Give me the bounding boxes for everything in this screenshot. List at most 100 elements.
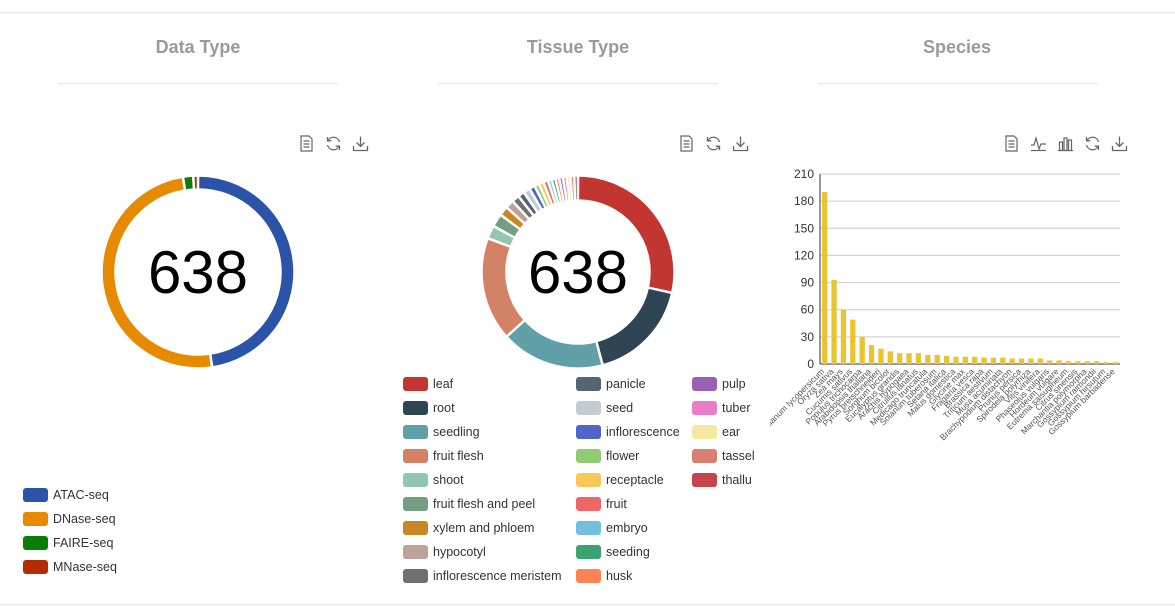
tissue-type-legend-item-shoot[interactable]: shoot [403,472,464,488]
tissue-type-legend-item-flower[interactable]: flower [576,448,639,464]
bar-brassica-rapa[interactable] [981,357,987,364]
tissue-type-legend-item-fruit-flesh[interactable]: fruit flesh [403,448,484,464]
bar-sorghum-bicolor[interactable] [887,351,893,364]
bar-cucumis-sativus[interactable] [850,319,856,364]
bar-prunus-persica[interactable] [1018,358,1025,364]
tissue-type-slice-tuber[interactable] [562,175,570,202]
data-view-icon[interactable] [677,134,696,153]
tissue-type-legend-item-root[interactable]: root [403,400,455,416]
tissue-type-slice-hypocotyl[interactable] [506,200,530,225]
data-type-slice-atac-seq[interactable] [197,175,295,368]
legend-label: inflorescence [606,425,680,439]
tissue-type-slice-receptacle[interactable] [538,181,553,207]
download-icon[interactable] [1110,134,1129,153]
tissue-type-legend-item-pulp[interactable]: pulp [692,376,746,392]
bar-marchantia-polymorpha[interactable] [1084,361,1090,364]
legend-label: fruit [606,497,627,511]
tissue-type-legend-item-seed[interactable]: seed [576,400,633,416]
tissue-type-legend-item-seedling[interactable]: seedling [403,424,480,440]
tissue-type-legend-item-panicle[interactable]: panicle [576,376,646,392]
tissue-type-slice-xylem-and-phloem[interactable] [500,206,526,230]
tissue-type-slice-embryo[interactable] [547,178,559,205]
tissue-type-slice-tassel[interactable] [570,175,576,201]
data-type-slice-dnase-seq[interactable] [101,176,213,369]
data-type-legend-item-atac-seq[interactable]: ATAC-seq [23,487,109,503]
bar-fragaria-vesca[interactable] [972,356,978,364]
data-type-slice-faire-seq[interactable] [182,175,195,191]
tissue-type-slice-shoot[interactable] [487,225,516,248]
bar-zea-mays[interactable] [840,309,847,364]
tissue-type-legend-item-fruit[interactable]: fruit [576,496,627,512]
bar-eucalyptus-grandis[interactable] [897,353,903,364]
tissue-type-slice-husk[interactable] [554,177,565,203]
tissue-type-legend-item-inflorescence-meristem[interactable]: inflorescence meristem [403,568,562,584]
tissue-type-slice-fruit[interactable] [543,180,557,206]
bar-solanum-tuberosum[interactable] [934,354,940,364]
download-icon[interactable] [731,134,750,153]
data-type-legend-item-dnase-seq[interactable]: DNase-seq [23,511,116,527]
tissue-type-slice-thallu[interactable] [573,175,579,201]
bar-hordeum-vulgare[interactable] [1056,360,1062,364]
tissue-type-legend-item-inflorescence[interactable]: inflorescence [576,424,680,440]
bar-arachis-hypogaea[interactable] [906,353,912,364]
tissue-type-legend-item-receptacle[interactable]: receptacle [576,472,664,488]
bar-gossypium-hirsutum[interactable] [1103,362,1109,364]
tissue-type-slice-pulp[interactable] [558,176,568,203]
tissue-type-legend-item-hypocotyl[interactable]: hypocotyl [403,544,486,560]
bar-citrus-sinensis[interactable] [1075,361,1081,364]
legend-label: FAIRE-seq [53,536,114,550]
bar-malus-domestica[interactable] [953,356,959,364]
line-chart-icon[interactable] [1029,134,1048,153]
bar-eutrema-salsugineum[interactable] [1065,361,1072,364]
tissue-type-slice-fruit-flesh-and-peel[interactable] [492,214,521,239]
tissue-type-slice-fruit-flesh[interactable] [481,237,526,338]
tissue-type-slice-ear[interactable] [566,175,573,202]
tissue-type-legend-item-thallu[interactable]: thallu [692,472,752,488]
bar-triticum-aestivum[interactable] [990,357,997,364]
tissue-type-legend-item-fruit-flesh-and-peel[interactable]: fruit flesh and peel [403,496,535,512]
restore-icon[interactable] [1083,134,1102,153]
bar-setaria-italica[interactable] [943,355,950,364]
tissue-type-slice-seed[interactable] [523,188,543,214]
bar-solanum-lycopersicum[interactable] [822,192,828,364]
bar-vitis-vinifera[interactable] [1037,358,1043,364]
tissue-type-legend-item-leaf[interactable]: leaf [403,376,453,392]
data-type-legend-item-mnase-seq[interactable]: MNase-seq [23,559,117,575]
tissue-type-legend-item-ear[interactable]: ear [692,424,740,440]
bar-chart-icon[interactable] [1056,134,1075,153]
data-view-icon[interactable] [1002,134,1021,153]
tissue-type-slice-inflorescence[interactable] [529,185,547,211]
bar-musa-acuminata[interactable] [1000,357,1006,364]
bar-populus-trichocarpa[interactable] [859,336,865,364]
tissue-type-slice-leaf[interactable] [577,175,675,294]
tissue-type-slice-panicle[interactable] [518,191,539,217]
bar-gossypium-raimondii[interactable] [1093,361,1100,364]
tissue-type-slice-root[interactable] [595,287,673,366]
download-icon[interactable] [351,134,370,153]
bar-oryza-sativa[interactable] [831,279,837,364]
data-type-legend-item-faire-seq[interactable]: FAIRE-seq [23,535,113,551]
bar-phaseolus-vulgaris[interactable] [1047,360,1053,364]
bar-glycine-max[interactable] [962,356,968,364]
bar-gossypium-barbadense[interactable] [1112,362,1118,364]
tissue-type-legend-item-seeding[interactable]: seeding [576,544,650,560]
bar-citrullus-lanatus[interactable] [915,353,922,364]
bar-medicago-truncatula[interactable] [925,354,931,364]
restore-icon[interactable] [704,134,723,153]
data-view-icon[interactable] [297,134,316,153]
bar-pyrus-bretschneideri[interactable] [878,348,884,364]
tissue-type-legend-item-husk[interactable]: husk [576,568,632,584]
bar-arabidopsis-thaliana[interactable] [868,345,875,364]
tissue-type-slice-flower[interactable] [534,183,550,209]
restore-icon[interactable] [324,134,343,153]
tissue-type-slice-seedling[interactable] [506,319,603,369]
bar-brachypodium-distachyon[interactable] [1009,358,1015,364]
tissue-type-legend-item-tuber[interactable]: tuber [692,400,751,416]
tissue-type-legend-item-xylem-and-phloem[interactable]: xylem and phloem [403,520,534,536]
data-type-slice-mnase-seq[interactable] [193,175,199,190]
tissue-type-legend-item-tassel[interactable]: tassel [692,448,755,464]
tissue-type-slice-seeding[interactable] [551,177,562,204]
bar-spirodela-polyrhiza[interactable] [1028,358,1034,364]
tissue-type-legend-item-embryo[interactable]: embryo [576,520,648,536]
tissue-type-slice-inflorescence-meristem[interactable] [512,195,535,220]
